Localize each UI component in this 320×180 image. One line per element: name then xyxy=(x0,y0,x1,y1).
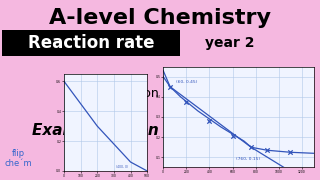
Point xyxy=(207,120,212,122)
Text: year 2: year 2 xyxy=(205,36,255,50)
Point xyxy=(288,151,293,154)
Text: Reaction rate: Reaction rate xyxy=(28,34,154,52)
Text: flip: flip xyxy=(12,148,25,158)
Text: Exam question: Exam question xyxy=(32,123,158,138)
Point xyxy=(168,85,173,88)
Text: (60, 0.45): (60, 0.45) xyxy=(176,80,197,84)
Point xyxy=(230,135,235,138)
Text: che´m: che´m xyxy=(4,159,32,168)
Text: concentration – time graphs: concentration – time graphs xyxy=(72,87,248,100)
Point xyxy=(265,149,270,152)
Point xyxy=(184,100,189,103)
Text: A-level Chemistry: A-level Chemistry xyxy=(49,8,271,28)
Point xyxy=(249,146,254,149)
Text: (760, 0.15): (760, 0.15) xyxy=(236,157,260,161)
Text: (400, 0): (400, 0) xyxy=(116,165,128,169)
FancyBboxPatch shape xyxy=(2,30,180,56)
